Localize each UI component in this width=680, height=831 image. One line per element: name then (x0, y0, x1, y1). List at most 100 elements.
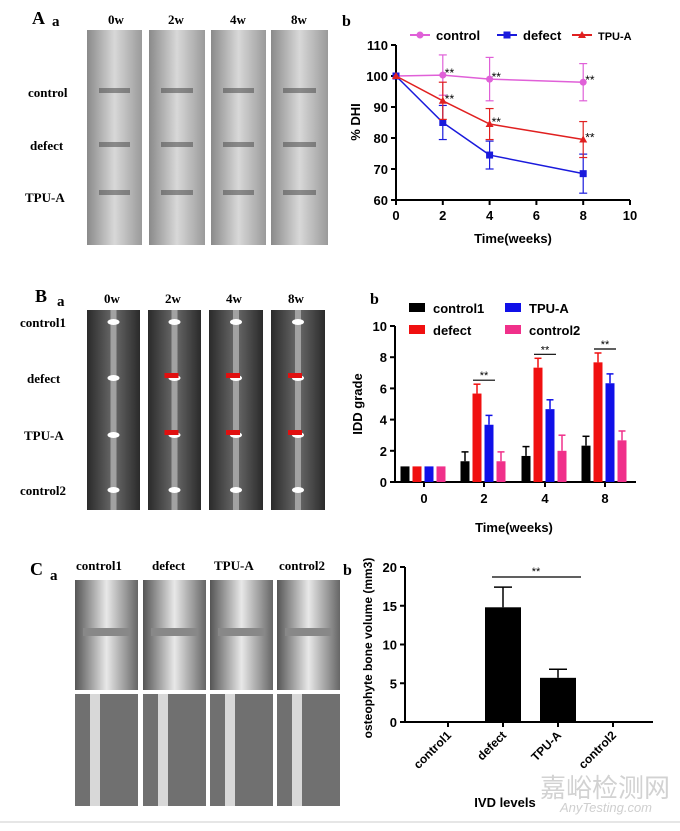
row-label: TPU-A (24, 428, 64, 443)
red-arrow-icon (288, 373, 302, 378)
significance-label: ** (532, 566, 541, 578)
disc-space (223, 142, 254, 147)
dhi-line-chart: 60 70 80 90 100 110 0 2 4 6 8 10 Time(weeks) % DHI con… (348, 28, 637, 246)
y-tick-label: 0 (380, 475, 387, 490)
panel-b-letter: B (35, 286, 47, 306)
data-point (438, 96, 447, 104)
legend-swatch (409, 303, 425, 312)
bone-section (292, 694, 302, 806)
panel-b-sub-a: a (57, 294, 65, 310)
data-point (486, 151, 494, 159)
bar (485, 607, 521, 722)
data-point (416, 31, 424, 39)
bar (436, 466, 446, 482)
disc-space (223, 88, 254, 93)
y-axis-label: % DHI (348, 103, 363, 141)
panel-a-letter: A (32, 8, 45, 28)
bar (412, 466, 422, 482)
joint-space (83, 628, 130, 636)
x-tick-label: 6 (533, 208, 540, 223)
data-point (579, 170, 587, 178)
data-point (503, 31, 511, 39)
red-arrow-icon (288, 430, 302, 435)
disc-signal (168, 319, 181, 325)
disc-signal (107, 319, 120, 325)
joint-space (151, 628, 198, 636)
col-label: 0w (104, 291, 121, 306)
row-label: control (28, 85, 68, 100)
xray-image (211, 30, 266, 245)
legend-swatch (505, 325, 521, 334)
bar (595, 721, 631, 722)
bar (400, 466, 410, 482)
y-tick-label: 15 (383, 599, 397, 614)
col-label: 2w (165, 291, 182, 306)
y-tick-label: 2 (380, 444, 387, 459)
joint-space (218, 628, 265, 636)
disc-space (161, 142, 193, 147)
bar (424, 466, 434, 482)
x-tick-label: 2 (480, 491, 487, 506)
spinal-cord (110, 310, 117, 510)
ct-section-image (143, 694, 206, 806)
disc-space (161, 190, 193, 195)
significance-label: ** (585, 131, 595, 145)
bar (430, 721, 466, 722)
significance-label: ** (601, 339, 610, 351)
x-axis-label: Time(weeks) (474, 231, 552, 246)
disc-signal (107, 375, 120, 381)
bar (581, 445, 591, 482)
bone-section (225, 694, 235, 806)
legend-label: control2 (529, 323, 580, 338)
disc-signal (230, 487, 242, 493)
y-tick-label: 0 (390, 715, 397, 730)
legend-label: defect (523, 28, 562, 43)
y-tick-label: 4 (380, 413, 388, 428)
significance-label: ** (541, 344, 550, 356)
bar (496, 461, 506, 482)
y-tick-label: 10 (383, 638, 397, 653)
series-line (395, 75, 584, 175)
x-tick-label: control2 (576, 728, 620, 772)
ct-section-image (277, 694, 340, 806)
data-point (392, 72, 400, 79)
disc-space (223, 190, 254, 195)
x-tick-label: 4 (541, 491, 549, 506)
legend-label: TPU-A (598, 31, 632, 43)
x-axis-label: IVD levels (474, 795, 535, 810)
bone-section (158, 694, 168, 806)
col-label: 2w (168, 12, 185, 27)
panel-b-sub-b: b (370, 291, 379, 308)
y-tick-label: 6 (380, 381, 387, 396)
xray-image (87, 30, 142, 245)
y-tick-label: 20 (383, 560, 397, 575)
data-point (579, 135, 588, 143)
row-label: defect (30, 138, 64, 153)
disc-signal (107, 432, 120, 438)
data-point (486, 75, 494, 83)
bar (545, 409, 555, 482)
disc-space (99, 88, 130, 93)
x-tick-label: control1 (411, 728, 455, 772)
bar (617, 440, 627, 482)
col-label: TPU-A (214, 558, 254, 573)
significance-label: ** (480, 370, 489, 382)
disc-space (99, 190, 130, 195)
disc-signal (292, 487, 304, 493)
data-point (485, 120, 494, 128)
significance-label: ** (585, 73, 595, 87)
legend-swatch (409, 325, 425, 334)
xray-image (149, 30, 205, 245)
disc-signal (230, 319, 242, 325)
x-tick-label: 8 (601, 491, 608, 506)
watermark-cn: 嘉峪检测网 (540, 773, 670, 803)
idd-bar-chart: 0 2 4 6 8 10 control1 defect TPU-A control2 0 2 ** 4 *… (350, 301, 636, 535)
y-tick-label: 70 (374, 162, 388, 177)
y-tick-label: 110 (367, 38, 388, 53)
disc-space (161, 88, 193, 93)
y-axis-label: IDD grade (350, 373, 365, 434)
x-tick-label: TPU-A (528, 728, 564, 764)
panel-c-sub-b: b (343, 562, 352, 579)
legend-label: control1 (433, 301, 484, 316)
